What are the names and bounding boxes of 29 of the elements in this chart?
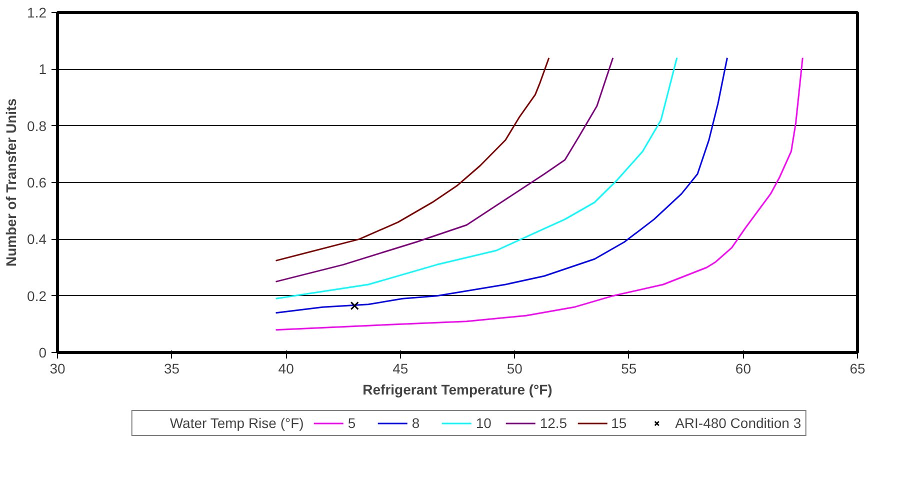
y-tick-label: 0.8 bbox=[27, 118, 47, 134]
line-series bbox=[275, 57, 614, 282]
x-tick-label: 40 bbox=[278, 360, 294, 376]
y-axis-title: Number of Transfer Units bbox=[3, 98, 20, 267]
legend-label: 8 bbox=[412, 415, 421, 431]
y-tick-label: 0.4 bbox=[27, 231, 47, 248]
line-series bbox=[275, 57, 804, 331]
legend-title: Water Temp Rise (°F) bbox=[170, 415, 304, 431]
x-tick-label: 45 bbox=[392, 360, 408, 376]
x-tick-label: 50 bbox=[506, 360, 523, 376]
y-tick-label: 0.2 bbox=[27, 288, 47, 304]
x-tick-label: 60 bbox=[735, 360, 752, 376]
legend-label: ARI-480 Condition 3 bbox=[675, 415, 802, 431]
x-tick-label: 65 bbox=[850, 360, 866, 376]
legend-label: 10 bbox=[476, 415, 492, 431]
line-series bbox=[275, 57, 550, 262]
line-series bbox=[275, 57, 678, 300]
y-tick-label: 1 bbox=[38, 61, 47, 78]
y-tick-label: 0.6 bbox=[27, 174, 47, 190]
x-axis-title: Refrigerant Temperature (°F) bbox=[362, 382, 552, 398]
y-tick-label: 0 bbox=[38, 344, 47, 360]
y-tick-label: 1.2 bbox=[27, 4, 47, 20]
x-tick-label: 30 bbox=[50, 360, 66, 376]
x-tick-label: 55 bbox=[621, 360, 637, 376]
legend-label: 15 bbox=[611, 415, 628, 431]
legend-label: 12.5 bbox=[540, 415, 568, 431]
line-series bbox=[275, 57, 728, 314]
legend-label: 5 bbox=[348, 415, 357, 431]
x-tick-label: 35 bbox=[164, 360, 180, 376]
